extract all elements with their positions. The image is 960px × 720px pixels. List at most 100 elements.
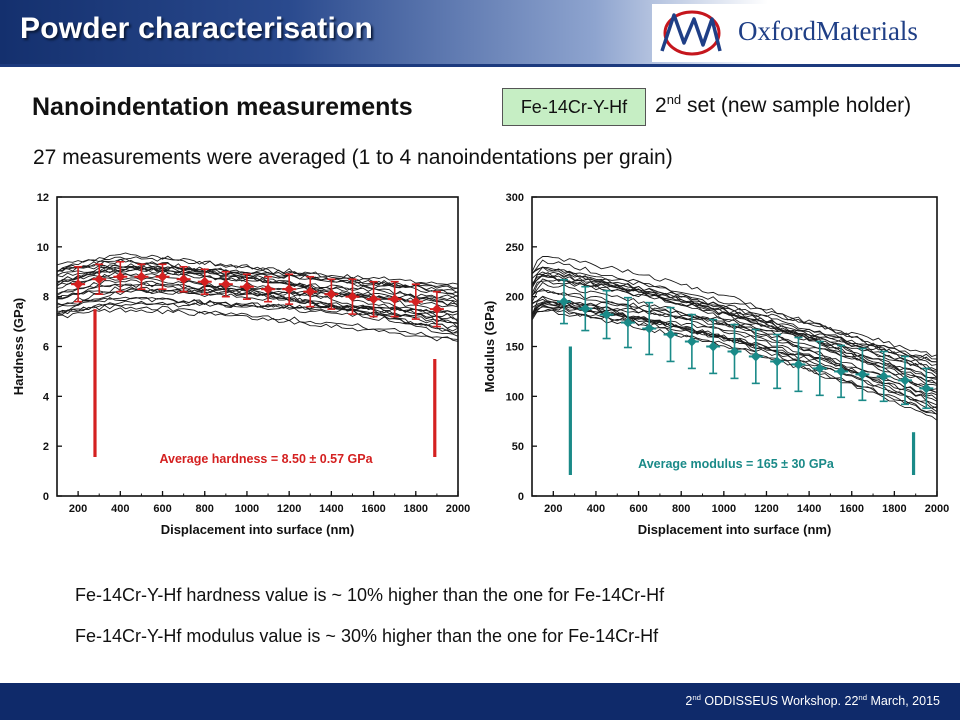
- y-tick-label: 0: [43, 491, 49, 503]
- measurement-curve: [56, 265, 459, 332]
- average-data-point: [239, 273, 254, 300]
- measurement-set-label: 2nd set (new sample holder): [655, 92, 911, 118]
- x-tick-label: 2000: [925, 503, 949, 515]
- hardness-chart: 200 400 600 800 1000 1200 1400 1600 1800 2000 0 2 4 6…: [11, 192, 470, 537]
- average-data-point: [898, 355, 913, 406]
- oxford-materials-logo: OxfordMaterials: [652, 4, 952, 62]
- average-data-point: [92, 263, 107, 295]
- y-tick-label: 150: [506, 342, 524, 354]
- average-data-point: [387, 280, 402, 318]
- measurement-curve: [531, 278, 938, 358]
- average-data-point: [770, 333, 785, 390]
- average-data-point: [408, 283, 423, 320]
- average-data-point: [663, 306, 678, 363]
- x-axis-label: Displacement into surface (nm): [161, 522, 355, 537]
- average-marker: [347, 291, 358, 302]
- footer-workshop-info: 2nd ODDISSEUS Workshop. 22nd March, 2015: [685, 692, 941, 708]
- average-data-point: [599, 289, 614, 340]
- average-annotation: Average modulus = 165 ± 30 GPa: [638, 457, 835, 471]
- average-marker: [644, 323, 655, 334]
- average-annotation: Average hardness = 8.50 ± 0.57 GPa: [159, 452, 373, 466]
- set-ordinal-suffix: nd: [666, 92, 682, 107]
- y-axis-label: Modulus (GPa): [482, 301, 497, 393]
- average-marker: [729, 346, 740, 357]
- average-data-point: [71, 265, 86, 303]
- title-bar: Powder characterisation OxfordMaterials: [0, 0, 960, 66]
- footer-ordinal-suffix: nd: [692, 692, 701, 702]
- average-data-point: [812, 340, 827, 397]
- average-marker: [622, 317, 633, 328]
- average-marker: [836, 366, 847, 377]
- x-tick-label: 1600: [361, 503, 385, 515]
- sample-label-box: Fe-14Cr-Y-Hf: [502, 88, 646, 126]
- measurement-curve: [531, 278, 938, 366]
- average-marker: [814, 363, 825, 374]
- set-ordinal: 2: [655, 94, 667, 117]
- y-tick-label: 100: [506, 391, 524, 403]
- y-tick-label: 200: [506, 292, 524, 304]
- y-tick-label: 4: [43, 391, 50, 403]
- x-tick-label: 1600: [839, 503, 863, 515]
- average-data-point: [218, 270, 233, 298]
- average-data-point: [876, 350, 891, 403]
- x-tick-label: 600: [153, 503, 171, 515]
- x-tick-label: 200: [69, 503, 87, 515]
- average-data-point: [706, 318, 721, 375]
- x-axis-label: Displacement into surface (nm): [638, 522, 832, 537]
- average-marker: [284, 284, 295, 295]
- section-subtitle: Nanoindentation measurements: [32, 93, 413, 121]
- average-data-point: [261, 275, 276, 303]
- measurement-curve: [56, 258, 459, 325]
- measurement-curve: [56, 307, 459, 342]
- average-data-point: [620, 296, 635, 349]
- average-marker: [793, 359, 804, 370]
- measurement-curve: [531, 273, 938, 379]
- measurement-curve: [56, 267, 459, 290]
- footer-ordinal: 2: [685, 694, 693, 708]
- footer-bar: 2nd ODDISSEUS Workshop. 22nd March, 2015: [0, 683, 960, 720]
- average-marker: [708, 341, 719, 352]
- measurement-curve: [56, 296, 459, 322]
- average-data-point: [113, 260, 128, 293]
- footer-date-suffix: nd: [858, 692, 868, 702]
- y-tick-label: 0: [518, 491, 524, 503]
- average-marker: [857, 369, 868, 380]
- average-marker: [199, 276, 210, 287]
- average-data-point: [855, 347, 870, 402]
- measurement-curve: [56, 301, 459, 315]
- measurement-curve: [56, 271, 459, 302]
- logo-wordmark: OxfordMaterials: [738, 16, 918, 46]
- footer-date: March, 2015: [867, 694, 941, 708]
- average-data-point: [176, 265, 191, 293]
- y-tick-label: 300: [506, 192, 524, 204]
- x-tick-label: 800: [196, 503, 214, 515]
- hardness-conclusion: Fe-14Cr-Y-Hf hardness value is ~ 10% hig…: [75, 585, 665, 605]
- average-marker: [921, 383, 932, 394]
- x-tick-label: 1000: [235, 503, 259, 515]
- average-marker: [368, 294, 379, 305]
- y-tick-label: 250: [506, 242, 524, 254]
- average-data-point: [919, 367, 934, 410]
- average-marker: [94, 274, 105, 285]
- average-marker: [241, 281, 252, 292]
- x-tick-label: 1200: [754, 503, 778, 515]
- average-data-point: [303, 275, 318, 308]
- footer-event: ODDISSEUS Workshop. 22: [700, 694, 859, 708]
- average-marker: [326, 289, 337, 300]
- average-marker: [878, 371, 889, 382]
- measurement-curve: [531, 272, 938, 386]
- average-marker: [686, 336, 697, 347]
- average-marker: [750, 351, 761, 362]
- x-tick-label: 1800: [882, 503, 906, 515]
- x-tick-label: 800: [672, 503, 690, 515]
- x-tick-label: 1800: [404, 503, 428, 515]
- average-marker: [73, 279, 84, 290]
- modulus-chart: 200 400 600 800 1000 1200 1400 1600 1800 2000 0 50 1…: [482, 192, 949, 537]
- average-marker: [558, 296, 569, 307]
- average-data-point: [345, 278, 360, 315]
- x-tick-label: 400: [587, 503, 605, 515]
- average-data-point: [429, 290, 444, 328]
- average-data-point: [834, 344, 849, 399]
- x-tick-label: 400: [111, 503, 129, 515]
- x-tick-label: 600: [629, 503, 647, 515]
